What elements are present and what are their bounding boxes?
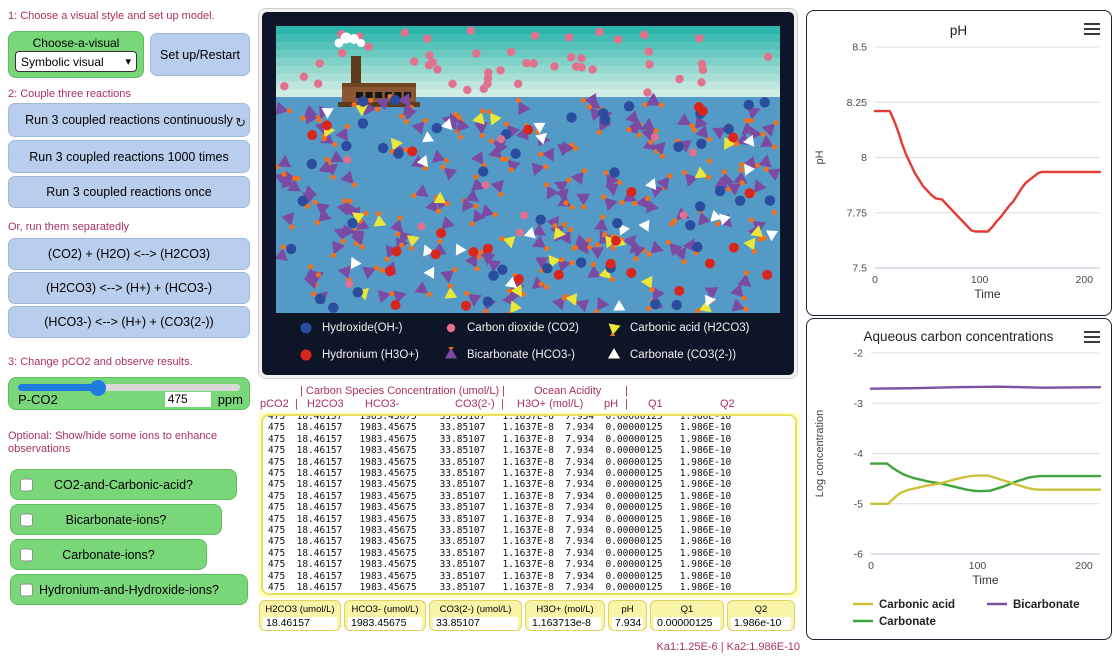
slider-thumb[interactable] [89, 379, 106, 396]
svg-text:7.5: 7.5 [852, 263, 867, 275]
pco2-value-input[interactable] [164, 391, 211, 407]
svg-text:8.25: 8.25 [847, 97, 868, 109]
step2-note: 2: Couple three reactions [8, 88, 131, 100]
carbon-plot: Aqueous carbon concentrations -6 -5 -4 -3 -2 0… [814, 329, 1102, 628]
svg-text:-3: -3 [854, 398, 863, 410]
output-header: | Carbon Species Concentration (umol/L) … [260, 385, 735, 410]
legend-label: Bicarbonate (HCO3-) [467, 348, 576, 361]
reaction-2-button[interactable]: (H2CO3) <--> (H+) + (HCO3-) [8, 272, 250, 304]
svg-text:-2: -2 [854, 348, 863, 360]
svg-text:Carbonic acid: Carbonic acid [879, 599, 955, 611]
carbonic-acid-icon [608, 323, 621, 336]
output-log[interactable]: 475 18.46157 1983.45675 33.85107 1.1637E… [258, 412, 800, 598]
carbon-dioxide-icon [446, 323, 456, 332]
legend-item: Carbonic acid (H2CO3) [606, 314, 791, 341]
step1-note: 1: Choose a visual style and set up mode… [8, 10, 215, 22]
svg-text:Time: Time [972, 573, 999, 587]
sim-view: Hydroxide(OH-) Carbon dioxide (CO2) Carbon… [262, 12, 794, 375]
ph-plot-panel: pH 7.5 7.75 8 8.25 8.5 0 100 200 Time pH [806, 10, 1112, 316]
toggle-hydronium-and-hydroxide-ions[interactable]: Hydronium-and-Hydroxide-ions? [10, 574, 248, 605]
svg-text:-4: -4 [854, 448, 863, 460]
slider-fill [18, 384, 98, 391]
carbon-plot-panel: Aqueous carbon concentrations -6 -5 -4 -3 -2 0… [806, 318, 1112, 640]
svg-text:8: 8 [861, 152, 867, 164]
hydronium-icon [300, 349, 312, 360]
output-rows: 475 18.46157 1983.45675 33.85107 1.1637E… [268, 414, 732, 594]
svg-text:200: 200 [1076, 274, 1094, 286]
hydroxide-icon [300, 322, 312, 333]
legend-label: Carbon dioxide (CO2) [467, 321, 579, 334]
legend-item: Carbonate (CO3(2-)) [606, 341, 791, 368]
chevron-down-icon: ▾ [125, 56, 131, 68]
toggle-carbonate-ions[interactable]: Carbonate-ions? [10, 539, 207, 570]
checkbox-icon[interactable] [20, 478, 33, 491]
ph-plot: pH 7.5 7.75 8 8.25 8.5 0 100 200 Time pH [814, 23, 1102, 301]
bicarbonate-icon [444, 346, 458, 358]
optional-note: Optional: Show/hide some ions to enhance… [8, 430, 218, 455]
forever-icon: ↻ [235, 115, 246, 130]
svg-text:8.5: 8.5 [852, 42, 867, 54]
checkbox-icon[interactable] [20, 548, 33, 561]
visual-chooser: Choose-a-visual Symbolic visual ▾ [8, 31, 144, 78]
sim-scene [276, 26, 780, 313]
svg-text:Carbonate: Carbonate [879, 616, 936, 628]
svg-text:200: 200 [1075, 560, 1093, 572]
svg-text:0: 0 [872, 274, 878, 286]
run-1000-button[interactable]: Run 3 coupled reactions 1000 times [8, 140, 250, 173]
checkbox-icon[interactable] [20, 513, 33, 526]
svg-text:Bicarbonate: Bicarbonate [1013, 599, 1079, 611]
toggle-bicarbonate-ions[interactable]: Bicarbonate-ions? [10, 504, 222, 535]
monitor-co3: CO3(2-) (umol/L) 33.85107 [429, 600, 522, 631]
svg-text:100: 100 [971, 274, 989, 286]
reaction-3-button[interactable]: (HCO3-) <--> (H+) + (CO3(2-)) [8, 306, 250, 338]
svg-text:Log concentration: Log concentration [814, 410, 826, 497]
legend-label: Carbonate (CO3(2-)) [630, 348, 737, 361]
slider-track[interactable] [18, 379, 240, 396]
run-once-button[interactable]: Run 3 coupled reactions once [8, 176, 250, 208]
legend-label: Hydroxide(OH-) [322, 321, 403, 334]
setup-restart-button[interactable]: Set up/Restart [150, 33, 250, 76]
separate-note: Or, run them separatedly [8, 221, 130, 233]
monitor-h2co3: H2CO3 (umol/L) 18.46157 [259, 600, 341, 631]
svg-text:-5: -5 [854, 498, 863, 510]
slider-unit: ppm [217, 391, 243, 407]
svg-text:Aqueous carbon concentrations: Aqueous carbon concentrations [864, 329, 1054, 344]
toggle-co2-and-carbonic-acid[interactable]: CO2-and-Carbonic-acid? [10, 469, 237, 500]
slider-label: P-CO2 [18, 391, 58, 407]
svg-text:0: 0 [868, 560, 874, 572]
chooser-label: Choose-a-visual [32, 36, 120, 50]
legend-item: Carbon dioxide (CO2) [443, 314, 606, 341]
svg-text:pH: pH [950, 23, 967, 38]
monitor-h3o: H3O+ (mol/L) 1.163713e-8 [525, 600, 605, 631]
monitor-q2: Q2 1.986e-10 [727, 600, 795, 631]
svg-text:pH: pH [814, 150, 826, 164]
monitor-hco3: HCO3- (umol/L) 1983.45675 [344, 600, 426, 631]
visual-select-value: Symbolic visual [21, 54, 104, 69]
plot-menu-icon[interactable] [1084, 328, 1100, 346]
monitors-row: H2CO3 (umol/L) 18.46157 HCO3- (umol/L) 1… [259, 600, 800, 631]
legend-item: Bicarbonate (HCO3-) [443, 341, 606, 368]
monitor-ph: pH 7.934 [608, 600, 647, 631]
legend-label: Carbonic acid (H2CO3) [630, 321, 750, 334]
checkbox-icon[interactable] [20, 583, 33, 596]
svg-text:Time: Time [974, 287, 1001, 301]
carbonate-icon [607, 347, 621, 358]
plot-menu-icon[interactable] [1084, 20, 1100, 38]
svg-text:-6: -6 [854, 549, 863, 561]
sim-legend: Hydroxide(OH-) Carbon dioxide (CO2) Carbon… [298, 314, 791, 368]
pco2-slider: P-CO2 ppm [8, 377, 250, 410]
legend-label: Hydronium (H3O+) [322, 348, 419, 361]
svg-text:7.75: 7.75 [847, 207, 868, 219]
reaction-1-button[interactable]: (CO2) + (H2O) <--> (H2CO3) [8, 238, 250, 270]
step3-note: 3: Change pCO2 and observe results. [8, 356, 193, 368]
monitor-q1: Q1 0.00000125 [650, 600, 724, 631]
run-continuous-button[interactable]: Run 3 coupled reactions continuously ↻ [8, 103, 250, 137]
visual-select[interactable]: Symbolic visual ▾ [15, 51, 137, 72]
legend-item: Hydronium (H3O+) [298, 341, 443, 368]
ka-note: Ka1:1.25E-6 | Ka2:1.986E-10 [656, 641, 800, 653]
legend-item: Hydroxide(OH-) [298, 314, 443, 341]
svg-text:100: 100 [969, 560, 987, 572]
